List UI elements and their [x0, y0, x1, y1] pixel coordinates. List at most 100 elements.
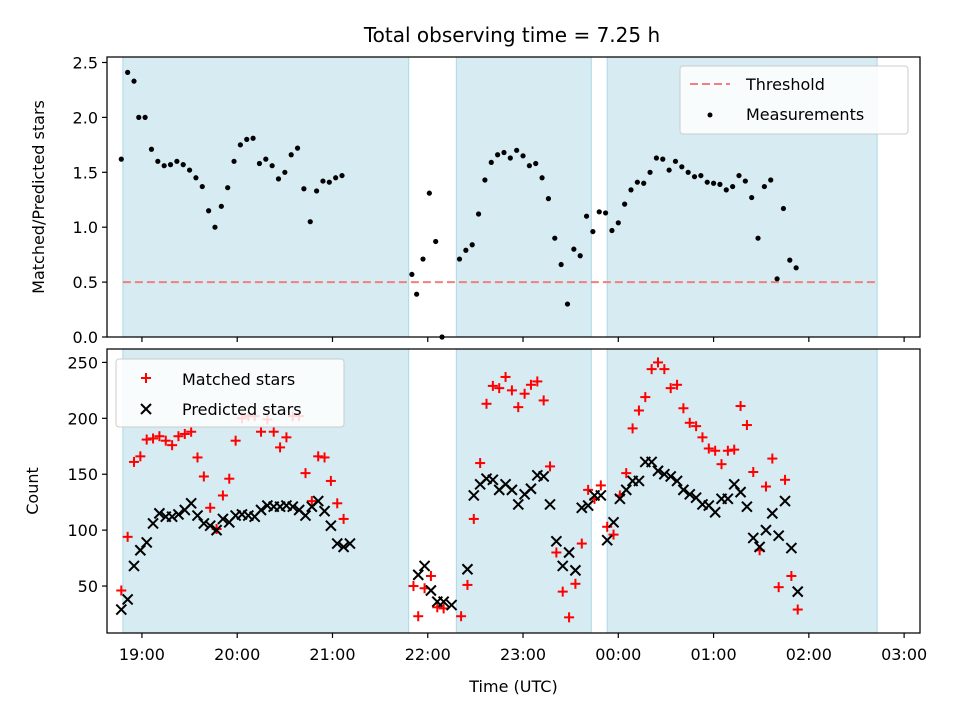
marker-stroke: [185, 497, 197, 510]
legend-measurement-swatch: [707, 112, 713, 118]
predicted-star-marker: [198, 517, 210, 530]
measurement-point: [520, 153, 526, 159]
matched-star-marker: [154, 431, 165, 442]
marker-stroke: [191, 509, 204, 522]
measurement-point: [409, 271, 415, 278]
matched-star-marker: [186, 426, 197, 437]
measurement-point: [723, 187, 729, 193]
predicted-star-marker: [766, 507, 779, 520]
marker-stroke: [601, 534, 613, 546]
matched-star-marker: [513, 402, 524, 413]
matched-star-marker: [710, 445, 721, 456]
marker-stroke: [337, 541, 350, 553]
bottom-legend-box: [115, 358, 345, 428]
predicted-star-marker: [645, 456, 658, 468]
predicted-star-marker: [734, 486, 747, 498]
measurement-point: [307, 219, 313, 225]
marker-stroke: [325, 519, 337, 532]
predicted-star-marker: [344, 537, 356, 550]
marker-stroke: [437, 595, 450, 608]
y-tick-label: 200: [67, 409, 98, 428]
matched-star-marker: [564, 612, 575, 623]
bottom-y-axis-label: Count: [23, 467, 42, 515]
measurement-point: [131, 78, 137, 84]
matched-star-marker: [160, 435, 171, 446]
predicted-star-marker: [153, 507, 166, 520]
matched-star-marker: [545, 461, 556, 472]
measurement-point: [420, 256, 426, 262]
measurement-point: [622, 201, 628, 207]
matched-star-marker: [678, 403, 689, 414]
marker-stroke: [506, 484, 518, 496]
marker-stroke: [293, 504, 305, 516]
predicted-star-marker: [115, 603, 127, 616]
matched-star-marker: [281, 432, 292, 443]
measurement-point: [118, 156, 124, 162]
x-tick-label: 02:00: [786, 645, 832, 664]
matched-star-marker: [456, 611, 467, 622]
y-tick-label: 0.5: [73, 273, 98, 292]
predicted-star-marker: [487, 474, 499, 486]
marker-stroke: [690, 492, 702, 504]
predicted-star-markers: [115, 456, 804, 616]
matched-star-marker: [275, 442, 286, 453]
matched-star-marker: [703, 443, 714, 454]
top-y-axis-label: Matched/Predicted stars: [29, 100, 48, 294]
matched-star-marker: [532, 376, 543, 387]
matched-star-marker: [256, 426, 267, 437]
predicted-star-marker: [607, 516, 620, 529]
measurement-point: [218, 203, 224, 209]
marker-stroke: [512, 498, 524, 511]
matched-star-marker: [338, 513, 349, 524]
marker-stroke: [741, 500, 753, 513]
marker-stroke: [280, 499, 293, 512]
legend-threshold-label: Threshold: [745, 75, 825, 94]
marker-stroke: [140, 403, 152, 415]
measurement-point: [495, 152, 501, 158]
legend-measurements-label: Measurements: [746, 105, 864, 124]
predicted-star-marker: [437, 595, 450, 608]
predicted-star-marker: [525, 483, 537, 495]
measurement-point: [269, 163, 275, 169]
measurement-point: [533, 160, 539, 167]
measurement-point: [148, 146, 155, 152]
bottom-panel: 50 100 150 200 250 19:00 20:00 21:00 22:00 23:00…: [23, 348, 927, 696]
predicted-star-marker: [671, 475, 683, 487]
matched-star-marker: [205, 502, 216, 513]
marker-stroke: [658, 468, 671, 480]
marker-stroke: [537, 470, 550, 483]
marker-stroke: [287, 500, 299, 513]
measurement-point: [263, 156, 269, 162]
measurement-point: [199, 183, 205, 190]
predicted-star-marker: [312, 495, 324, 507]
marker-stroke: [576, 502, 588, 514]
marker-stroke: [753, 541, 766, 553]
measurement-point: [326, 179, 332, 185]
predicted-star-marker: [620, 484, 632, 496]
marker-stroke: [582, 499, 594, 512]
marker-stroke: [217, 513, 229, 525]
measurement-point: [583, 213, 590, 219]
measurement-point: [282, 169, 288, 175]
x-axis-label: Time (UTC): [468, 677, 557, 696]
measurement-point: [571, 246, 577, 252]
marker-stroke: [785, 542, 798, 554]
matched-star-marker: [408, 581, 419, 592]
marker-stroke: [480, 472, 493, 485]
shaded-interval: [455, 56, 592, 338]
measurement-point: [288, 152, 294, 158]
matched-star-marker: [122, 531, 133, 542]
y-tick-label: 250: [67, 353, 98, 372]
predicted-star-marker: [418, 560, 431, 572]
marker-stroke: [722, 493, 734, 505]
marker-stroke: [445, 599, 458, 611]
matched-star-marker: [494, 383, 505, 394]
measurement-point: [433, 238, 439, 245]
measurement-point: [180, 162, 186, 168]
bottom-axes-frame: [106, 348, 921, 634]
marker-stroke: [550, 535, 563, 548]
marker-stroke: [499, 478, 512, 490]
matched-star-marker: [659, 364, 670, 375]
matched-star-marker: [691, 421, 702, 432]
